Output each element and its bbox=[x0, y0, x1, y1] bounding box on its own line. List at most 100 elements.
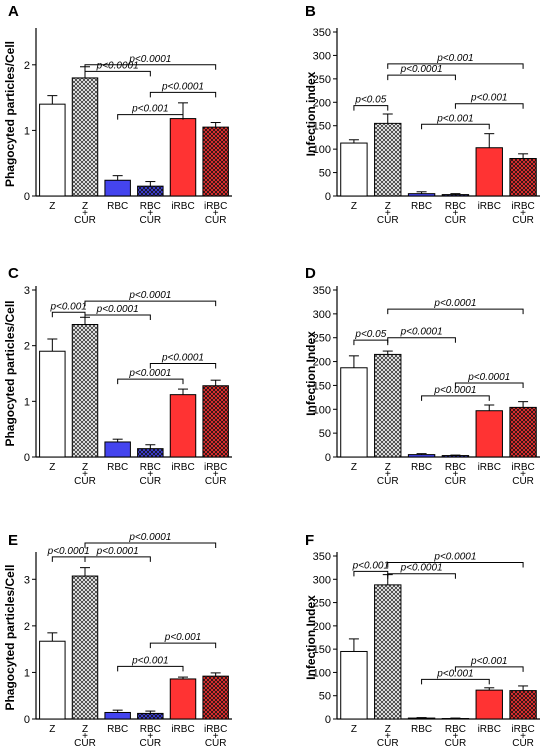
panel-e: E Phagocyted particles/Cell 0 1 2 3 Z Z + CUR RBC R… bbox=[3, 532, 232, 748]
p-value-label: p<0.0001 bbox=[433, 552, 476, 563]
panel-a: A Phagocyted particles/Cell 0 1 2 Z Z + CUR RBC RB… bbox=[3, 3, 232, 226]
panel-letter: D bbox=[305, 265, 316, 282]
bar bbox=[169, 394, 197, 458]
y-tick-label: 150 bbox=[313, 644, 331, 656]
y-tick-label: 1 bbox=[24, 667, 30, 679]
p-value-label: p<0.001 bbox=[436, 53, 473, 64]
x-tick-label: Z bbox=[49, 724, 55, 735]
x-tick-label: Z + CUR bbox=[377, 462, 399, 487]
y-tick-label: 0 bbox=[24, 714, 30, 726]
y-tick-label: 3 bbox=[24, 285, 30, 297]
significance-bracket bbox=[353, 570, 389, 577]
bar bbox=[374, 122, 402, 197]
p-value-label: p<0.001 bbox=[436, 668, 473, 679]
y-axis-label: Phagocyted particles/Cell bbox=[3, 41, 17, 187]
y-axis-label: Phagocyted particles/Cell bbox=[3, 564, 17, 710]
significance-bracket bbox=[51, 556, 86, 562]
x-tick-label: iRBC bbox=[478, 724, 501, 735]
panel-b: B Infection index 0 50 100 150 200 250 300 350 Z Z +… bbox=[304, 3, 540, 226]
bar bbox=[71, 324, 99, 458]
panel-letter: F bbox=[305, 532, 314, 549]
y-tick-label: 100 bbox=[313, 404, 331, 416]
p-value-label: p<0.0001 bbox=[433, 385, 476, 396]
x-tick-label: iRBC bbox=[478, 462, 501, 473]
panel-letter: C bbox=[8, 265, 19, 282]
y-tick-label: 0 bbox=[24, 452, 30, 464]
y-tick-label: 300 bbox=[313, 309, 331, 321]
x-tick-label: RBC + CUR bbox=[139, 724, 161, 748]
significance-bracket bbox=[387, 337, 456, 343]
bar bbox=[39, 640, 66, 720]
significance-bracket bbox=[387, 573, 456, 579]
panel-letter: E bbox=[8, 532, 18, 549]
x-tick-label: Z bbox=[49, 201, 55, 212]
bar bbox=[104, 179, 131, 197]
significance-bracket bbox=[353, 105, 389, 111]
x-tick-label: RBC + CUR bbox=[445, 201, 467, 226]
significance-bracket bbox=[117, 114, 184, 120]
bar bbox=[475, 147, 503, 197]
bar bbox=[509, 406, 537, 458]
y-tick-label: 300 bbox=[313, 50, 331, 62]
y-axis-label: Infection Index bbox=[304, 595, 318, 680]
x-tick-label: RBC + CUR bbox=[139, 201, 161, 226]
significance-bracket bbox=[84, 314, 151, 321]
bar bbox=[104, 441, 131, 458]
x-tick-label: Z + CUR bbox=[74, 724, 96, 748]
p-value-label: p<0.0001 bbox=[128, 54, 171, 65]
y-tick-label: 50 bbox=[319, 691, 331, 703]
x-tick-label: iRBC + CUR bbox=[511, 724, 534, 748]
p-value-label: p<0.05 bbox=[354, 95, 386, 106]
significance-bracket bbox=[387, 308, 524, 315]
x-tick-label: Z + CUR bbox=[74, 462, 96, 487]
y-tick-label: 2 bbox=[24, 60, 30, 72]
panel-c: C Phagocyted particles/Cell 0 1 2 3 Z Z + CUR RBC R… bbox=[3, 265, 232, 487]
significance-bracket bbox=[421, 123, 490, 130]
x-tick-label: iRBC bbox=[171, 201, 194, 212]
x-tick-label: Z bbox=[49, 462, 55, 473]
significance-bracket bbox=[117, 665, 184, 672]
y-tick-label: 350 bbox=[313, 551, 331, 563]
x-tick-label: iRBC + CUR bbox=[204, 724, 227, 748]
x-tick-label: iRBC bbox=[478, 201, 501, 212]
panel-d: D Infection Index 0 50 100 150 200 250 300 350 Z Z +… bbox=[304, 265, 540, 487]
p-value-label: p<0.001 bbox=[49, 301, 86, 312]
y-tick-label: 250 bbox=[313, 74, 331, 86]
panel-letter: A bbox=[8, 3, 19, 20]
p-value-label: p<0.0001 bbox=[128, 368, 171, 379]
significance-bracket bbox=[149, 362, 217, 369]
x-tick-label: RBC bbox=[411, 462, 432, 473]
bar bbox=[39, 103, 66, 197]
y-axis-label: Infection Index bbox=[304, 331, 318, 416]
y-tick-label: 200 bbox=[313, 357, 331, 369]
y-axis-label: Infection index bbox=[304, 71, 318, 156]
y-tick-label: 1 bbox=[24, 125, 30, 137]
significance-bracket bbox=[387, 74, 456, 81]
p-value-label: p<0.001 bbox=[352, 560, 389, 571]
x-tick-label: Z + CUR bbox=[377, 724, 399, 748]
y-tick-label: 2 bbox=[24, 621, 30, 633]
significance-bracket bbox=[84, 556, 151, 562]
x-tick-label: Z bbox=[351, 724, 357, 735]
y-tick-label: 100 bbox=[313, 667, 331, 679]
significance-bracket bbox=[51, 311, 86, 318]
x-tick-label: iRBC bbox=[171, 462, 194, 473]
significance-bracket bbox=[149, 91, 217, 98]
significance-bracket bbox=[149, 642, 217, 649]
bar bbox=[475, 410, 503, 458]
p-value-label: p<0.0001 bbox=[433, 298, 476, 309]
x-tick-label: RBC + CUR bbox=[445, 724, 467, 748]
bar bbox=[407, 454, 436, 458]
bar bbox=[509, 158, 537, 197]
significance-bracket bbox=[387, 63, 524, 69]
x-tick-label: RBC + CUR bbox=[139, 462, 161, 487]
significance-bracket bbox=[454, 382, 524, 389]
y-tick-label: 0 bbox=[325, 452, 331, 464]
x-tick-label: Z + CUR bbox=[377, 201, 399, 226]
y-tick-label: 250 bbox=[313, 598, 331, 610]
bar bbox=[137, 448, 164, 458]
bar bbox=[374, 353, 402, 458]
y-tick-label: 0 bbox=[325, 191, 331, 203]
significance-bracket bbox=[117, 378, 184, 385]
x-tick-label: Z bbox=[351, 462, 357, 473]
